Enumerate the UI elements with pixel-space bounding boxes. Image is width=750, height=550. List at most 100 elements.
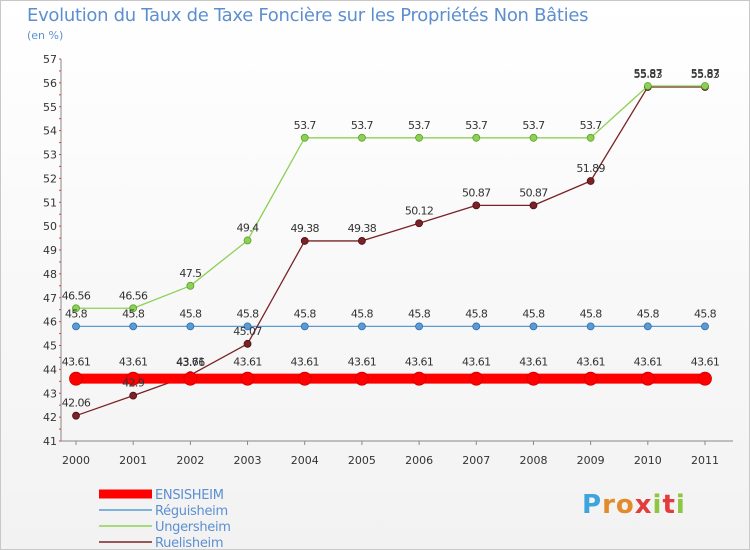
- data-point: [586, 133, 595, 142]
- data-label: 55.83: [691, 68, 720, 81]
- x-tick-label: 2005: [348, 454, 376, 467]
- data-label: 43.61: [62, 356, 91, 369]
- data-point: [412, 371, 426, 386]
- data-point: [243, 322, 252, 331]
- data-label: 43.61: [634, 356, 663, 369]
- data-label: 43.61: [119, 356, 148, 369]
- data-point: [358, 133, 366, 142]
- y-tick-label: 42: [43, 411, 57, 424]
- data-label: 45.8: [179, 307, 202, 320]
- x-tick-label: 2010: [634, 454, 662, 467]
- data-label: 53.7: [522, 119, 545, 132]
- data-label: 46.56: [62, 289, 91, 302]
- data-label: 45.07: [233, 325, 262, 338]
- data-label: 55.87: [691, 67, 720, 80]
- data-point: [186, 281, 195, 290]
- data-point: [72, 411, 80, 420]
- data-point: [640, 371, 655, 386]
- data-label: 45.8: [122, 307, 145, 320]
- data-label: 55.83: [634, 68, 663, 81]
- data-point: [472, 133, 481, 142]
- y-tick-label: 46: [43, 316, 57, 329]
- data-point: [358, 322, 366, 331]
- data-point: [472, 201, 481, 210]
- data-point: [583, 371, 598, 386]
- data-label: 43.61: [233, 356, 262, 369]
- y-tick-label: 52: [43, 172, 57, 185]
- data-point: [701, 82, 709, 90]
- data-label: 53.7: [408, 119, 431, 132]
- data-point: [186, 322, 195, 331]
- data-label: 47.5: [179, 267, 202, 280]
- data-label: 43.61: [691, 356, 720, 369]
- y-tick-label: 45: [43, 340, 57, 353]
- data-point: [529, 133, 538, 142]
- data-point: [469, 371, 484, 386]
- data-label: 45.8: [65, 307, 88, 320]
- data-point: [129, 391, 138, 400]
- data-point: [586, 322, 595, 331]
- data-point: [415, 219, 423, 228]
- data-label: 43.61: [576, 356, 605, 369]
- data-point: [355, 371, 369, 386]
- data-label: 45.8: [465, 307, 488, 320]
- data-point: [69, 371, 83, 386]
- x-tick-label: 2000: [62, 454, 90, 467]
- data-point: [529, 322, 538, 331]
- data-point: [701, 322, 709, 331]
- data-point: [472, 322, 481, 331]
- legend-label-ungersheim: Ungersheim: [155, 520, 231, 535]
- chart-subtitle: (en %): [27, 29, 64, 42]
- data-point: [300, 237, 309, 245]
- x-tick-label: 2002: [176, 454, 204, 467]
- data-label: 49.38: [290, 222, 319, 235]
- data-label: 53.7: [580, 119, 603, 132]
- y-tick-label: 48: [43, 268, 57, 281]
- data-label: 45.8: [694, 307, 717, 320]
- y-tick-label: 49: [43, 244, 57, 257]
- data-point: [526, 371, 541, 386]
- data-label: 45.8: [580, 307, 603, 320]
- series-line-ungersheim: [76, 85, 705, 309]
- data-point: [129, 322, 138, 331]
- data-point: [415, 133, 423, 142]
- data-label: 43.61: [405, 356, 434, 369]
- data-point: [129, 304, 138, 313]
- data-label: 50.87: [519, 186, 548, 199]
- x-tick-label: 2001: [119, 454, 147, 467]
- proxiti-logo: Proxiti: [582, 490, 686, 520]
- legend-label-réguisheim: Réguisheim: [155, 504, 228, 519]
- y-tick-label: 51: [43, 196, 57, 209]
- data-point: [297, 371, 312, 386]
- x-tick-label: 2008: [519, 454, 547, 467]
- x-tick-label: 2007: [462, 454, 490, 467]
- data-point: [698, 371, 712, 386]
- y-tick-label: 53: [43, 149, 57, 162]
- data-label: 43.61: [519, 356, 548, 369]
- data-point: [240, 371, 255, 386]
- data-label: 51.89: [576, 162, 605, 175]
- legend-label-ensisheim: ENSISHEIM: [155, 488, 224, 503]
- data-label: 53.7: [294, 119, 317, 132]
- data-label: 43.76: [176, 356, 205, 369]
- data-point: [126, 371, 141, 386]
- data-label: 55.87: [634, 67, 663, 80]
- data-label: 43.61: [176, 356, 205, 369]
- y-tick-label: 47: [43, 292, 57, 305]
- data-point: [586, 177, 595, 185]
- data-label: 43.61: [462, 356, 491, 369]
- y-tick-label: 56: [43, 77, 57, 90]
- data-label: 53.7: [351, 119, 374, 132]
- data-point: [243, 236, 252, 245]
- x-tick-label: 2009: [577, 454, 605, 467]
- data-label: 49.4: [236, 221, 259, 234]
- data-label: 43.61: [348, 356, 377, 369]
- y-tick-label: 41: [43, 435, 57, 448]
- data-point: [643, 82, 652, 90]
- data-point: [415, 322, 423, 331]
- data-point: [358, 237, 366, 245]
- y-tick-label: 54: [43, 125, 57, 138]
- data-label: 53.7: [465, 119, 488, 132]
- x-tick-label: 2011: [691, 454, 719, 467]
